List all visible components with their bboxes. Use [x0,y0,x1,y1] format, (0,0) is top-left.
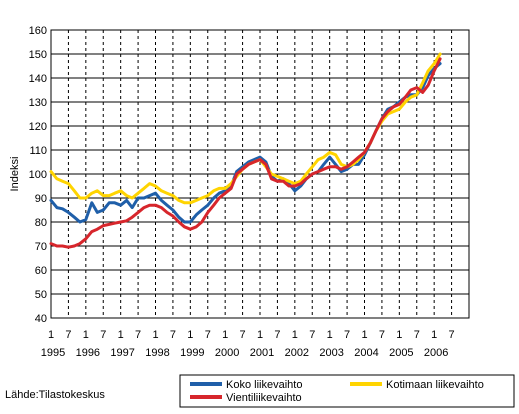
x-tick-label: 1 [187,329,193,341]
source-label: Lähde:Tilastokeskus [5,389,105,401]
x-tick-label: 1 [396,329,402,341]
x-tick-label: 1 [292,329,298,341]
x-year-label: 2000 [215,347,239,359]
legend-label: Koko liikevaihto [226,379,302,391]
y-tick-label: 70 [35,241,47,253]
y-tick-label: 110 [29,145,47,157]
x-tick-label: 7 [379,329,385,341]
legend-box [179,374,515,408]
x-tick-label: 7 [309,329,315,341]
x-tick-label: 1 [83,329,89,341]
x-tick-label: 7 [135,329,141,341]
x-tick-label: 1 [152,329,158,341]
y-axis-label: Indeksi [9,157,21,192]
gridlines [51,29,469,319]
y-tick-label: 160 [29,25,47,37]
y-tick-label: 50 [35,289,47,301]
x-tick-label: 7 [170,329,176,341]
legend: Koko liikevaihto Kotimaan liikevaihto Vien… [179,374,515,408]
x-tick-label: 1 [361,329,367,341]
x-tick-label: 7 [274,329,280,341]
x-tick-label: 1 [48,329,54,341]
y-tick-label: 40 [35,313,47,325]
y-tick-label: 60 [35,265,47,277]
x-tick-label: 1 [257,329,263,341]
y-tick-label: 140 [29,73,47,85]
series-line-3 [49,57,442,249]
y-tick-label: 90 [35,193,47,205]
y-tick-label: 130 [29,97,47,109]
x-tick-label: 7 [449,329,455,341]
x-tick-label: 7 [240,329,246,341]
x-year-label: 1999 [180,347,204,359]
y-tick-label: 100 [29,169,47,181]
x-tick-label: 1 [431,329,437,341]
x-tick-label: 1 [327,329,333,341]
y-tick-label: 80 [35,217,47,229]
x-year-label: 1995 [41,347,65,359]
x-tick-label: 7 [100,329,106,341]
x-year-label: 1998 [145,347,169,359]
x-year-label: 1996 [76,347,100,359]
x-tick-label: 7 [344,329,350,341]
x-tick-label: 7 [414,329,420,341]
legend-label: Kotimaan liikevaihto [386,379,484,391]
x-tick-label: 7 [65,329,71,341]
y-tick-label: 120 [29,121,47,133]
x-year-label: 2006 [424,347,448,359]
series-lines [49,52,442,249]
y-tick-label: 150 [29,49,47,61]
plot-area [50,29,470,319]
x-year-label: 2001 [250,347,274,359]
x-year-label: 2005 [389,347,413,359]
legend-label: Vientiliikevaihto [226,392,302,404]
x-year-label: 1997 [110,347,134,359]
x-year-label: 2002 [285,347,309,359]
x-tick-label: 1 [118,329,124,341]
x-year-label: 2003 [319,347,343,359]
x-tick-label: 7 [205,329,211,341]
x-year-label: 2004 [354,347,378,359]
x-tick-label: 1 [222,329,228,341]
y-axis: 40 50 60 70 80 90 100 110 120 130 140 150 160 [29,25,47,325]
